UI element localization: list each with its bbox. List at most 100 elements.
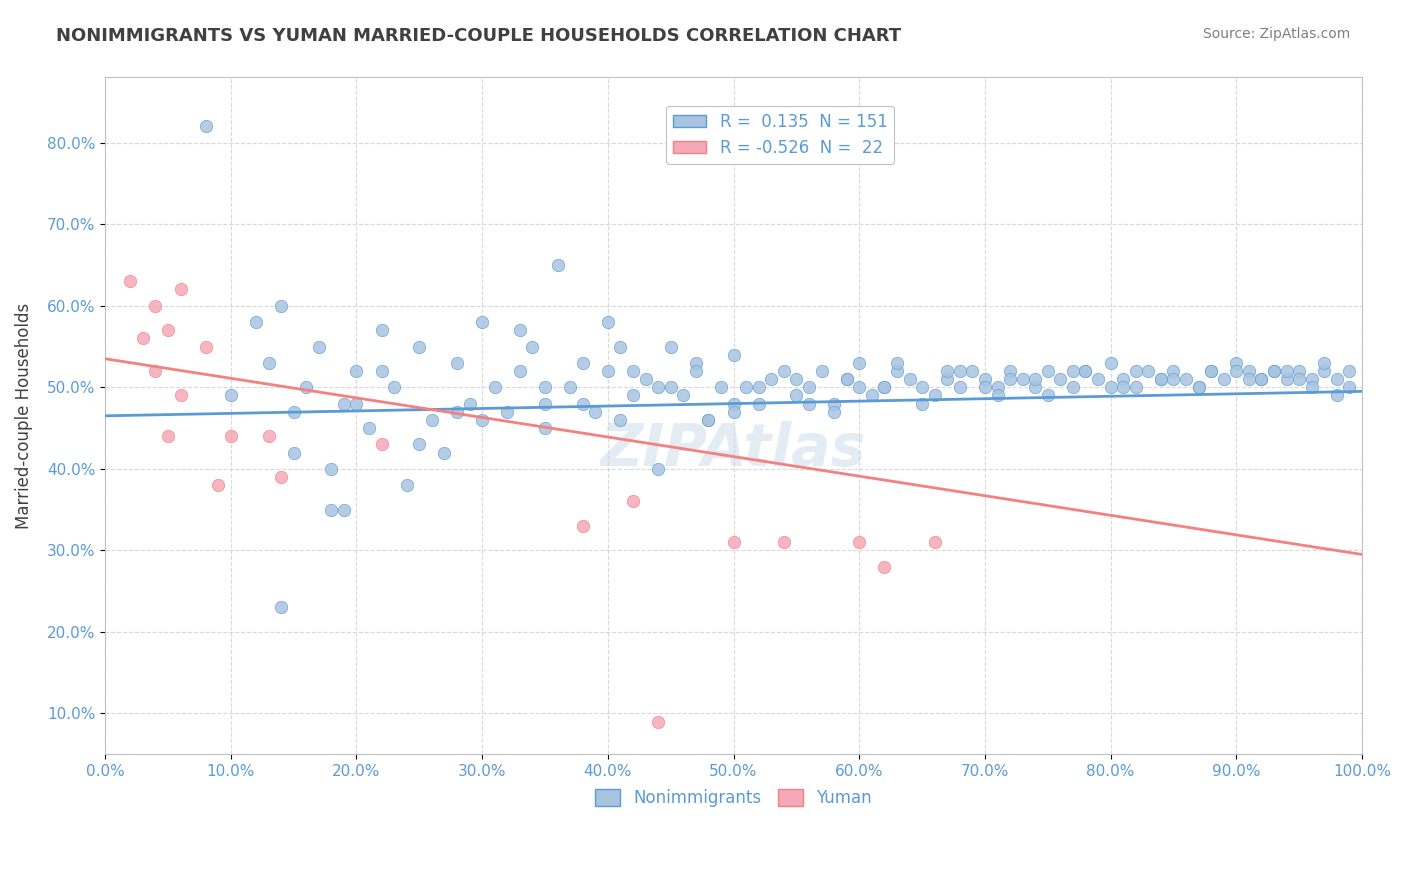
Point: [357, 421, 380, 435]
Point: [1099, 380, 1122, 394]
Point: [333, 396, 356, 410]
Point: [420, 413, 443, 427]
Point: [1288, 364, 1310, 378]
Point: [596, 364, 619, 378]
Point: [1049, 372, 1071, 386]
Point: [634, 372, 657, 386]
Point: [848, 356, 870, 370]
Point: [835, 372, 858, 386]
Point: [1225, 356, 1247, 370]
Point: [194, 120, 217, 134]
Point: [860, 388, 883, 402]
Point: [145, 364, 167, 378]
Point: [308, 339, 330, 353]
Point: [382, 380, 405, 394]
Point: [723, 348, 745, 362]
Point: [471, 315, 494, 329]
Point: [1237, 364, 1260, 378]
Point: [583, 405, 606, 419]
Point: [621, 494, 644, 508]
Point: [370, 364, 392, 378]
Point: [395, 478, 418, 492]
Point: [1237, 372, 1260, 386]
Point: [936, 364, 959, 378]
Point: [484, 380, 506, 394]
Point: [998, 364, 1021, 378]
Point: [1125, 364, 1147, 378]
Point: [321, 462, 343, 476]
Point: [1163, 364, 1185, 378]
Point: [911, 396, 934, 410]
Point: [1074, 364, 1097, 378]
Point: [471, 413, 494, 427]
Point: [1263, 364, 1285, 378]
Point: [283, 405, 305, 419]
Point: [509, 364, 531, 378]
Point: [685, 364, 707, 378]
Point: [748, 396, 770, 410]
Point: [924, 535, 946, 549]
Point: [571, 519, 593, 533]
Point: [1301, 380, 1323, 394]
Point: [283, 445, 305, 459]
Point: [270, 470, 292, 484]
Point: [346, 364, 368, 378]
Point: [1163, 372, 1185, 386]
Point: [560, 380, 582, 394]
Point: [873, 380, 896, 394]
Point: [1250, 372, 1272, 386]
Point: [1199, 364, 1222, 378]
Point: [785, 372, 807, 386]
Point: [169, 388, 191, 402]
Point: [810, 364, 832, 378]
Point: [433, 445, 456, 459]
Y-axis label: Married-couple Households: Married-couple Households: [15, 302, 32, 529]
Point: [333, 502, 356, 516]
Point: [1313, 356, 1336, 370]
Point: [408, 437, 430, 451]
Point: [534, 421, 557, 435]
Point: [1225, 364, 1247, 378]
Point: [962, 364, 984, 378]
Point: [647, 462, 669, 476]
Point: [1313, 364, 1336, 378]
Point: [949, 380, 972, 394]
Point: [835, 372, 858, 386]
Point: [974, 380, 997, 394]
Point: [1074, 364, 1097, 378]
Point: [1062, 364, 1084, 378]
Point: [949, 364, 972, 378]
Point: [219, 429, 242, 443]
Point: [710, 380, 733, 394]
Point: [823, 396, 845, 410]
Point: [120, 274, 142, 288]
Point: [1187, 380, 1209, 394]
Point: [797, 380, 820, 394]
Point: [446, 405, 468, 419]
Text: NONIMMIGRANTS VS YUMAN MARRIED-COUPLE HOUSEHOLDS CORRELATION CHART: NONIMMIGRANTS VS YUMAN MARRIED-COUPLE HO…: [56, 27, 901, 45]
Point: [370, 437, 392, 451]
Point: [886, 364, 908, 378]
Point: [1062, 380, 1084, 394]
Point: [697, 413, 720, 427]
Point: [697, 413, 720, 427]
Point: [496, 405, 519, 419]
Point: [169, 282, 191, 296]
Point: [1288, 372, 1310, 386]
Point: [145, 299, 167, 313]
Point: [659, 380, 682, 394]
Point: [1326, 388, 1348, 402]
Point: [156, 323, 179, 337]
Point: [898, 372, 921, 386]
Point: [1099, 356, 1122, 370]
Point: [1087, 372, 1109, 386]
Point: [772, 364, 794, 378]
Point: [1011, 372, 1033, 386]
Point: [321, 502, 343, 516]
Point: [1024, 380, 1046, 394]
Point: [723, 396, 745, 410]
Point: [1024, 372, 1046, 386]
Point: [672, 388, 695, 402]
Point: [1275, 364, 1298, 378]
Point: [257, 429, 280, 443]
